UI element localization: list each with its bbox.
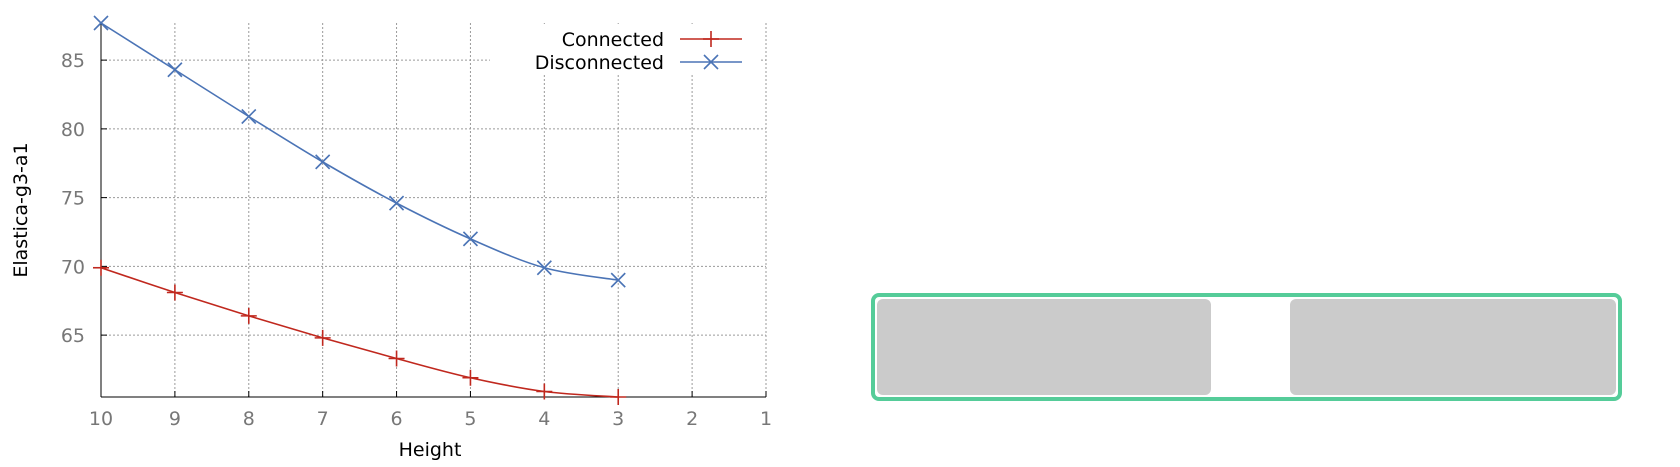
- y-tick-label: 75: [61, 188, 85, 210]
- x-tick-label: 4: [538, 408, 550, 430]
- y-tick-label: 70: [61, 256, 85, 278]
- y-axis-ticks: 65 70 75 80 85: [61, 50, 85, 347]
- left-block: [877, 299, 1211, 395]
- chart-grid: [101, 23, 767, 397]
- data-point: [610, 272, 626, 288]
- y-axis-title: Elastica-g3-a1: [10, 142, 32, 277]
- y-tick-label: 65: [61, 325, 85, 347]
- x-axis-title: Height: [399, 439, 462, 461]
- legend-label: Connected: [562, 29, 664, 51]
- chart-axes: [100, 23, 767, 398]
- series-layer: [93, 15, 627, 405]
- slider-panel: [871, 293, 1622, 401]
- legend-item-disconnected: Disconnected: [535, 52, 742, 74]
- x-axis-ticks: 10 9 8 7 6 5 4 3 2 1: [89, 408, 772, 430]
- data-point: [241, 108, 257, 125]
- data-point: [93, 15, 109, 31]
- x-tick-label: 1: [760, 408, 772, 430]
- y-tick-label: 80: [61, 119, 85, 141]
- x-tick-label: 5: [464, 408, 476, 430]
- data-point: [167, 62, 183, 78]
- right-block: [1290, 299, 1616, 395]
- x-tick-label: 3: [612, 408, 624, 430]
- x-tick-label: 9: [169, 408, 181, 430]
- series-disconnected: [93, 15, 626, 288]
- x-tick-label: 8: [243, 408, 255, 430]
- series-line: [100, 266, 619, 398]
- y-tick-label: 85: [61, 50, 85, 72]
- x-tick-label: 6: [391, 408, 403, 430]
- series-connected: [93, 259, 627, 405]
- data-point: [315, 154, 331, 170]
- x-tick-label: 2: [686, 408, 698, 430]
- x-tick-label: 10: [89, 408, 113, 430]
- series-line: [100, 22, 619, 281]
- legend-item-connected: Connected: [562, 29, 742, 51]
- legend-marker: [703, 54, 719, 70]
- data-point: [462, 231, 479, 247]
- data-point: [388, 195, 405, 211]
- x-tick-label: 7: [317, 408, 329, 430]
- data-point: [536, 260, 552, 276]
- legend-label: Disconnected: [535, 52, 664, 74]
